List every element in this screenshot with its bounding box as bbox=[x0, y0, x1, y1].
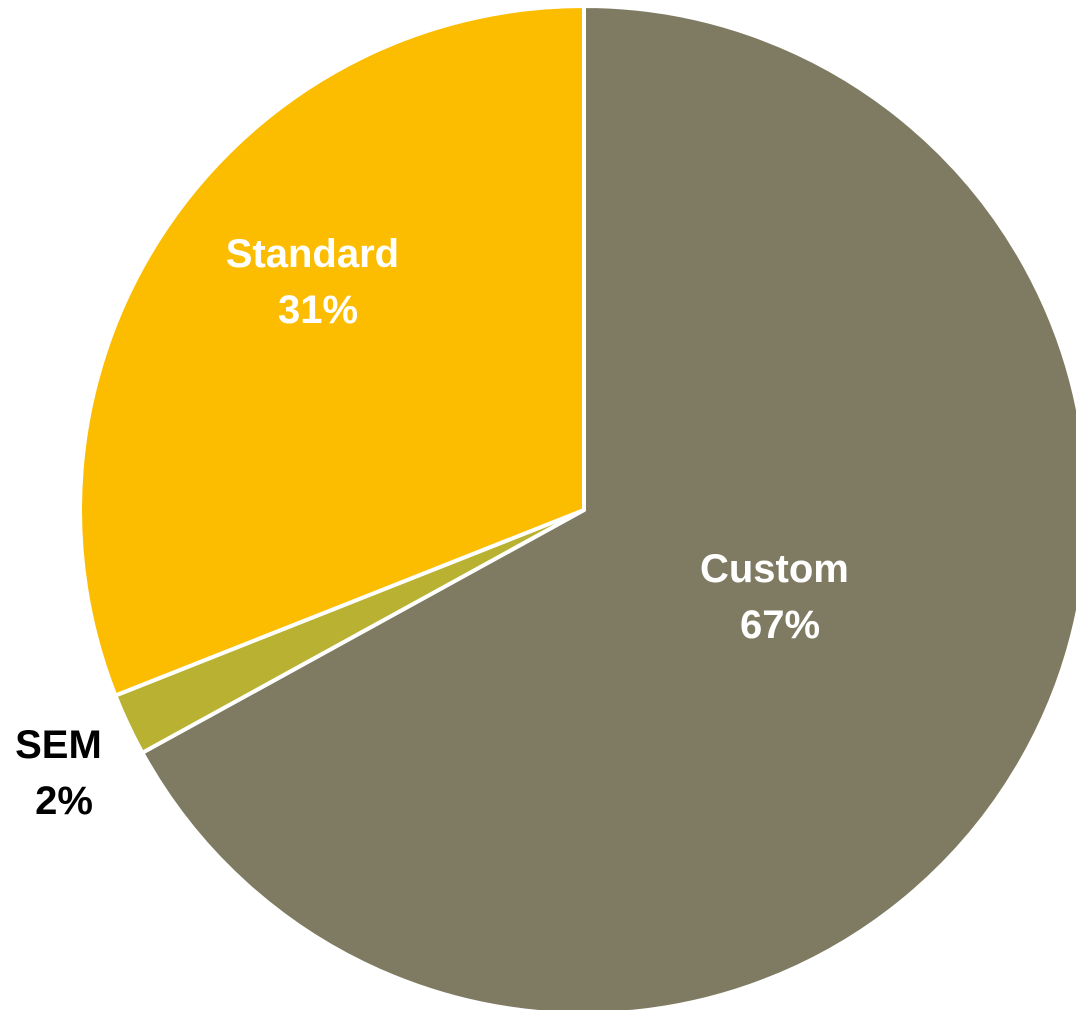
pie-slice-custom bbox=[140, 4, 1076, 1010]
label-sem: SEM 2% bbox=[15, 723, 113, 823]
label-standard-pct: 31% bbox=[278, 288, 358, 332]
pie-slice-standard bbox=[78, 4, 586, 698]
label-standard: Standard 31% bbox=[226, 232, 410, 332]
label-custom-name: Custom bbox=[700, 547, 849, 591]
label-custom: Custom 67% bbox=[700, 547, 860, 647]
label-sem-name: SEM bbox=[15, 723, 102, 767]
label-custom-pct: 67% bbox=[740, 603, 820, 647]
pie-slices bbox=[78, 4, 1076, 1010]
label-sem-pct: 2% bbox=[35, 779, 93, 823]
label-standard-name: Standard bbox=[226, 232, 399, 276]
